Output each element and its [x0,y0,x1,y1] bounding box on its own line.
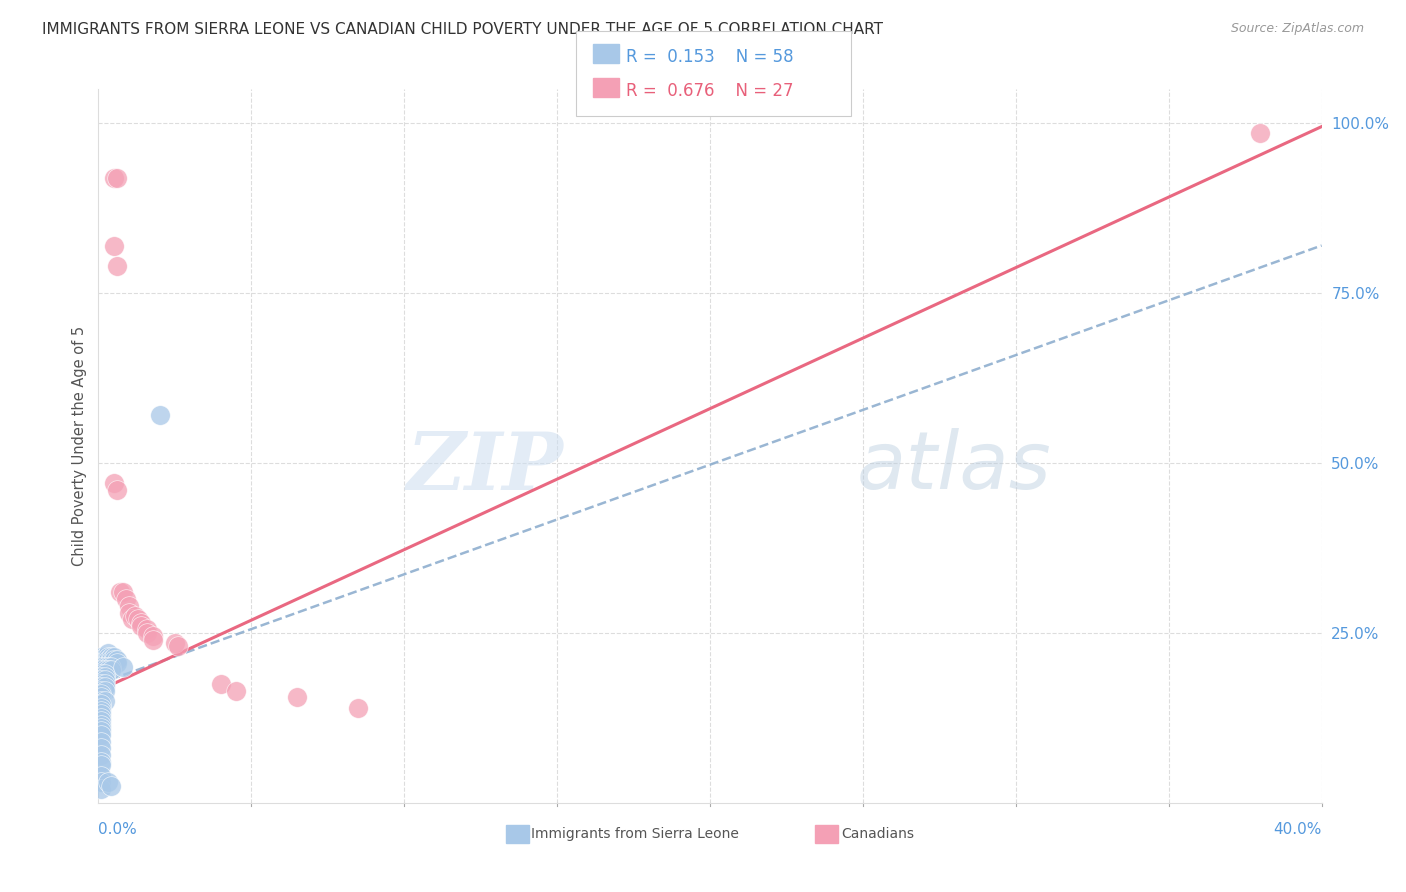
Point [90,700,112,714]
Point [90,663,112,677]
Text: R =  0.676    N = 27: R = 0.676 N = 27 [626,82,793,100]
Point [90,748,112,763]
Point [136,623,159,637]
Text: Immigrants from Sierra Leone: Immigrants from Sierra Leone [531,827,740,841]
Point [90,769,112,783]
Point [90,721,112,735]
Point [347,700,370,714]
Point [105,259,128,273]
Point [103,476,125,491]
Point [97,649,120,664]
Point [90,677,112,691]
Y-axis label: Child Poverty Under the Age of 5: Child Poverty Under the Age of 5 [72,326,87,566]
Point [90,755,112,769]
Text: atlas: atlas [856,428,1052,507]
Point [163,636,186,650]
Point [93,673,115,688]
Point [142,632,165,647]
Point [142,629,165,643]
Point [93,694,115,708]
Point [90,690,112,705]
Point [90,649,112,664]
Point [149,409,172,423]
Point [111,585,134,599]
Point [90,758,112,772]
Point [97,663,120,677]
Point [103,649,125,664]
Point [90,728,112,742]
Point [105,653,128,667]
Point [100,660,122,674]
Text: R =  0.153    N = 58: R = 0.153 N = 58 [626,48,793,66]
Point [225,683,247,698]
Point [93,660,115,674]
Point [93,680,115,694]
Point [90,714,112,729]
Point [90,666,112,681]
Text: ZIP: ZIP [406,429,564,506]
Point [97,646,120,660]
Point [103,170,125,185]
Point [90,694,112,708]
Point [90,670,112,684]
Point [90,782,112,797]
Point [93,653,115,667]
Point [90,734,112,748]
Point [108,585,131,599]
Point [90,683,112,698]
Point [97,775,120,789]
Point [90,680,112,694]
Point [100,663,122,677]
Point [93,670,115,684]
Point [103,653,125,667]
Point [90,741,112,756]
Point [115,591,138,606]
Point [167,640,190,654]
Point [129,619,152,633]
Point [90,704,112,718]
Point [97,660,120,674]
Point [100,649,122,664]
Point [90,711,112,725]
Point [90,717,112,731]
Point [124,608,146,623]
Point [136,626,159,640]
Point [93,666,115,681]
Text: IMMIGRANTS FROM SIERRA LEONE VS CANADIAN CHILD POVERTY UNDER THE AGE OF 5 CORREL: IMMIGRANTS FROM SIERRA LEONE VS CANADIAN… [42,22,883,37]
Point [90,687,112,701]
Point [90,673,112,688]
Point [93,649,115,664]
Point [93,683,115,698]
Point [103,238,125,252]
Point [105,657,128,671]
Point [105,483,128,498]
Point [118,599,141,613]
Point [90,724,112,739]
Point [93,677,115,691]
Point [285,690,308,705]
Point [90,707,112,722]
Point [90,698,112,712]
Text: Source: ZipAtlas.com: Source: ZipAtlas.com [1230,22,1364,36]
Point [111,660,134,674]
Point [97,653,120,667]
Point [129,615,152,630]
Point [1249,127,1271,141]
Point [100,779,122,793]
Point [90,660,112,674]
Point [93,663,115,677]
Point [100,653,122,667]
Point [105,170,128,185]
Point [118,606,141,620]
Point [90,775,112,789]
Point [209,677,232,691]
Text: 0.0%: 0.0% [98,822,138,837]
Text: 40.0%: 40.0% [1274,822,1322,837]
Text: Canadians: Canadians [841,827,914,841]
Point [127,612,149,626]
Point [121,612,143,626]
